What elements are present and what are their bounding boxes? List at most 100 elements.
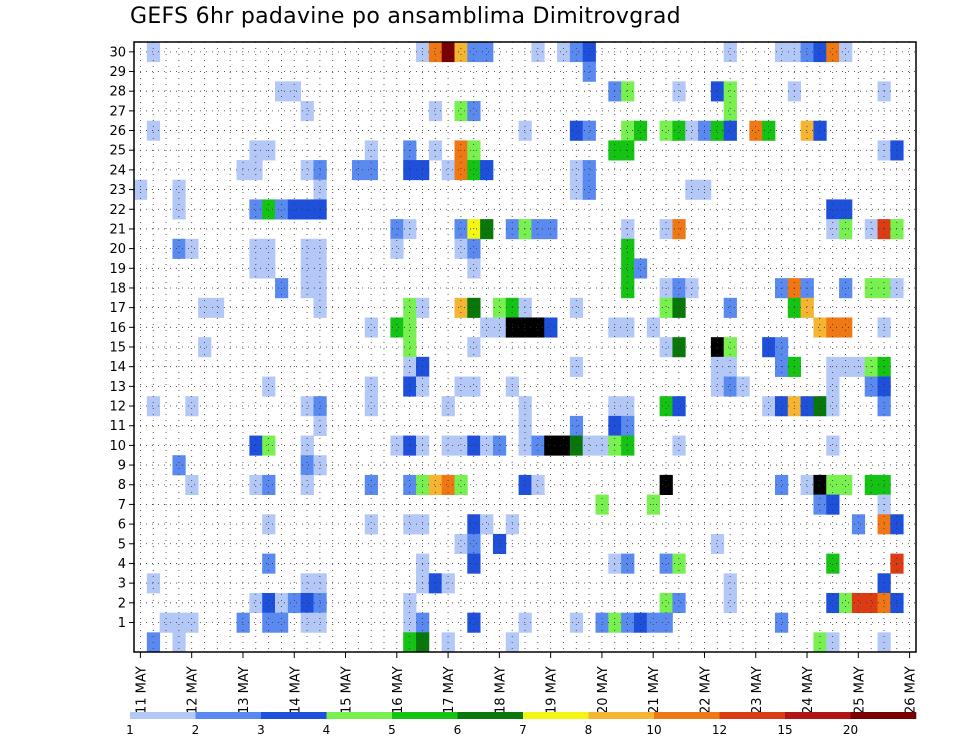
x-tick-label: 20 MAY (596, 666, 611, 714)
x-tick-label: 26 MAY (904, 666, 919, 714)
legend-swatch (326, 712, 393, 719)
heatmap-cell (659, 297, 673, 318)
heatmap-cell (659, 337, 673, 358)
y-tick-label: 2 (118, 596, 126, 611)
heatmap-cell (467, 376, 481, 397)
heatmap-cell (826, 199, 840, 220)
heatmap-cell (172, 455, 186, 476)
heatmap-cell (172, 612, 186, 633)
heatmap-cell (826, 42, 840, 63)
heatmap-cell (723, 297, 737, 318)
heatmap-cell (672, 592, 686, 614)
heatmap-cell (569, 160, 584, 181)
y-tick-label: 19 (109, 262, 126, 277)
y-tick-label: 3 (118, 577, 126, 592)
heatmap-cell (236, 160, 250, 181)
heatmap-cell (351, 160, 366, 181)
legend-label: 5 (388, 723, 396, 737)
heatmap-cell (300, 474, 314, 495)
heatmap-cell (826, 376, 840, 397)
heatmap-cell (531, 317, 545, 338)
heatmap-cell (659, 612, 673, 633)
heatmap-cell (236, 612, 250, 633)
heatmap-cell (839, 474, 853, 495)
heatmap-cells (134, 42, 904, 653)
heatmap-cell (710, 376, 725, 397)
heatmap-cell (531, 474, 545, 495)
heatmap-cell (428, 42, 443, 63)
y-tick-label: 28 (109, 85, 126, 100)
heatmap-cell (633, 120, 648, 141)
heatmap-cell (839, 199, 853, 220)
y-tick-label: 29 (109, 65, 126, 80)
heatmap-cell (774, 396, 789, 417)
heatmap-cell (762, 120, 776, 141)
y-tick-label: 26 (109, 124, 126, 139)
heatmap-cell (864, 219, 878, 240)
heatmap-cell (249, 592, 263, 614)
heatmap-cell (467, 533, 481, 555)
heatmap-cell (826, 317, 840, 338)
heatmap-cell (774, 337, 789, 358)
heatmap-cell (826, 553, 840, 574)
heatmap-cell (467, 337, 481, 358)
legend-swatch (588, 712, 655, 719)
heatmap-cell (146, 573, 161, 594)
heatmap-cell (800, 42, 814, 63)
heatmap-cell (403, 474, 417, 495)
heatmap-cell (800, 396, 814, 417)
heatmap-cell (582, 435, 596, 456)
heatmap-cell (287, 592, 302, 614)
heatmap-cell (467, 238, 481, 259)
heatmap-cell (454, 533, 468, 555)
x-tick-label: 14 MAY (288, 666, 303, 714)
heatmap-cell (659, 219, 673, 240)
heatmap-cell (300, 573, 314, 594)
heatmap-cell (172, 199, 186, 220)
heatmap-cell (492, 317, 507, 338)
heatmap-cell (441, 396, 455, 417)
heatmap-cell (826, 474, 840, 495)
heatmap-cell (569, 42, 584, 63)
heatmap-cell (403, 337, 417, 358)
heatmap-cell (249, 199, 263, 220)
heatmap-cell (659, 396, 673, 417)
heatmap-cell (685, 179, 699, 200)
heatmap-cell (467, 435, 481, 456)
heatmap-cell (172, 179, 186, 200)
heatmap-cell (569, 612, 584, 633)
y-tick-label: 9 (118, 459, 126, 474)
heatmap-cell (569, 297, 584, 318)
legend-label: 15 (777, 723, 792, 737)
heatmap-cell (621, 219, 635, 240)
heatmap-cell (813, 42, 827, 63)
heatmap-cell (710, 81, 725, 102)
legend-swatch (457, 712, 524, 719)
heatmap-cell (262, 612, 276, 633)
heatmap-cell (480, 42, 494, 63)
heatmap-cell (467, 258, 481, 279)
legend-label: 8 (585, 723, 593, 737)
heatmap-cell (621, 435, 635, 456)
heatmap-cell (441, 160, 455, 181)
x-tick-label: 25 MAY (852, 666, 867, 714)
heatmap-cell (428, 573, 443, 594)
y-tick-label: 4 (118, 557, 126, 572)
heatmap-cell (262, 553, 276, 574)
heatmap-cell (800, 120, 814, 141)
heatmap-cell (800, 297, 814, 318)
heatmap-cell (723, 573, 737, 594)
heatmap-cell (569, 415, 584, 436)
heatmap-cell (723, 120, 737, 141)
heatmap-cell (621, 238, 635, 259)
x-tick-label: 18 MAY (493, 666, 508, 714)
heatmap-cell (262, 238, 276, 259)
heatmap-cell (364, 396, 378, 417)
y-tick-label: 16 (109, 321, 126, 336)
legend-label: 4 (323, 723, 331, 737)
heatmap-cell (249, 474, 263, 495)
heatmap-cell (518, 120, 532, 141)
y-tick-label: 5 (118, 537, 126, 552)
heatmap-cell (390, 219, 404, 240)
